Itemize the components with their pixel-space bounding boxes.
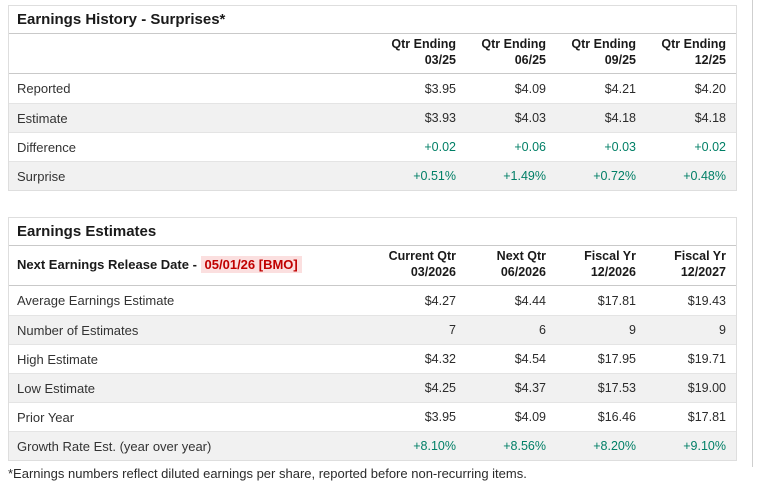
value-cell: $17.95	[597, 352, 636, 367]
value-cell: $19.43	[687, 293, 726, 308]
earnings-estimates-title: Earnings Estimates	[17, 223, 157, 240]
column-header-qtr-1225: Qtr Ending 12/25	[661, 37, 726, 67]
value-cell: $4.37	[514, 381, 546, 396]
table-row-reported: Reported $3.95 $4.09 $4.21 $4.20	[9, 74, 736, 103]
value-cell: +0.02	[694, 140, 726, 155]
table-row-growth-rate: Growth Rate Est. (year over year) +8.10%…	[9, 431, 736, 461]
row-label: Low Estimate	[17, 380, 96, 396]
value-cell: $4.20	[694, 81, 726, 96]
value-cell: $4.32	[424, 352, 456, 367]
table-row-average-estimate: Average Earnings Estimate $4.27 $4.44 $1…	[9, 286, 736, 315]
value-cell: +8.10%	[413, 439, 456, 454]
value-cell: 9	[719, 323, 726, 338]
column-header-fiscal-yr-2027: Fiscal Yr 12/2027	[674, 249, 726, 279]
earnings-estimates-header-row: Next Earnings Release Date - 05/01/26 [B…	[9, 246, 736, 287]
value-cell: $4.18	[604, 111, 636, 126]
value-cell: $4.25	[424, 381, 456, 396]
row-label: Difference	[17, 139, 77, 155]
value-cell: $17.81	[597, 293, 636, 308]
value-cell: +9.10%	[683, 439, 726, 454]
value-cell: +1.49%	[503, 169, 546, 184]
value-cell: $4.54	[514, 352, 546, 367]
value-cell: +0.48%	[683, 169, 726, 184]
value-cell: +0.03	[604, 140, 636, 155]
next-earnings-release-date: 05/01/26 [BMO]	[200, 256, 302, 274]
value-cell: $4.09	[514, 81, 546, 96]
table-row-low-estimate: Low Estimate $4.25 $4.37 $17.53 $19.00	[9, 373, 736, 403]
value-cell: +0.72%	[593, 169, 636, 184]
earnings-history-table: Earnings History - Surprises* Qtr Ending…	[8, 5, 737, 192]
column-header-fiscal-yr-2026: Fiscal Yr 12/2026	[584, 249, 636, 279]
value-cell: $17.81	[687, 410, 726, 425]
value-cell: $3.93	[424, 111, 456, 126]
value-cell: $17.53	[597, 381, 636, 396]
column-header-next-qtr: Next Qtr 06/2026	[496, 249, 546, 279]
table-row-high-estimate: High Estimate $4.32 $4.54 $17.95 $19.71	[9, 344, 736, 373]
value-cell: $4.27	[424, 293, 456, 308]
row-label: Estimate	[17, 110, 68, 126]
column-header-qtr-0625: Qtr Ending 06/25	[481, 37, 546, 67]
value-cell: $4.44	[514, 293, 546, 308]
page-column-divider	[752, 0, 753, 467]
value-cell: +8.20%	[593, 439, 636, 454]
row-label: High Estimate	[17, 351, 98, 367]
earnings-history-title: Earnings History - Surprises*	[17, 11, 226, 28]
value-cell: $19.00	[687, 381, 726, 396]
row-label: Prior Year	[17, 409, 75, 425]
value-cell: +0.02	[424, 140, 456, 155]
row-label: Number of Estimates	[17, 322, 139, 338]
value-cell: $16.46	[597, 410, 636, 425]
value-cell: $3.95	[424, 410, 456, 425]
value-cell: 9	[629, 323, 636, 338]
row-label: Reported	[17, 81, 71, 97]
earnings-estimates-title-row: Earnings Estimates	[9, 218, 736, 246]
earnings-footnote: *Earnings numbers reflect diluted earnin…	[8, 466, 527, 481]
row-label: Surprise	[17, 168, 66, 184]
value-cell: 6	[539, 323, 546, 338]
value-cell: $4.03	[514, 111, 546, 126]
column-header-qtr-0925: Qtr Ending 09/25	[571, 37, 636, 67]
table-row-number-of-estimates: Number of Estimates 7 6 9 9	[9, 315, 736, 345]
table-row-prior-year: Prior Year $3.95 $4.09 $16.46 $17.81	[9, 402, 736, 431]
value-cell: 7	[449, 323, 456, 338]
row-label: Growth Rate Est. (year over year)	[17, 438, 212, 454]
column-header-current-qtr: Current Qtr 03/2026	[388, 249, 456, 279]
table-row-estimate: Estimate $3.93 $4.03 $4.18 $4.18	[9, 103, 736, 133]
column-header-qtr-0325: Qtr Ending 03/25	[391, 37, 456, 67]
value-cell: $19.71	[687, 352, 726, 367]
value-cell: $4.18	[694, 111, 726, 126]
value-cell: $3.95	[424, 81, 456, 96]
table-row-difference: Difference +0.02 +0.06 +0.03 +0.02	[9, 132, 736, 161]
value-cell: +0.06	[514, 140, 546, 155]
value-cell: +8.56%	[503, 439, 546, 454]
value-cell: $4.09	[514, 410, 546, 425]
table-row-surprise: Surprise +0.51% +1.49% +0.72% +0.48%	[9, 161, 736, 191]
row-label: Average Earnings Estimate	[17, 293, 175, 309]
next-earnings-release: Next Earnings Release Date - 05/01/26 [B…	[17, 256, 366, 274]
earnings-history-header-row: Qtr Ending 03/25 Qtr Ending 06/25 Qtr En…	[9, 34, 736, 75]
earnings-history-title-row: Earnings History - Surprises*	[9, 6, 736, 34]
earnings-estimates-table: Earnings Estimates Next Earnings Release…	[8, 217, 737, 462]
value-cell: $4.21	[604, 81, 636, 96]
next-earnings-release-label: Next Earnings Release Date -	[17, 257, 201, 273]
value-cell: +0.51%	[413, 169, 456, 184]
